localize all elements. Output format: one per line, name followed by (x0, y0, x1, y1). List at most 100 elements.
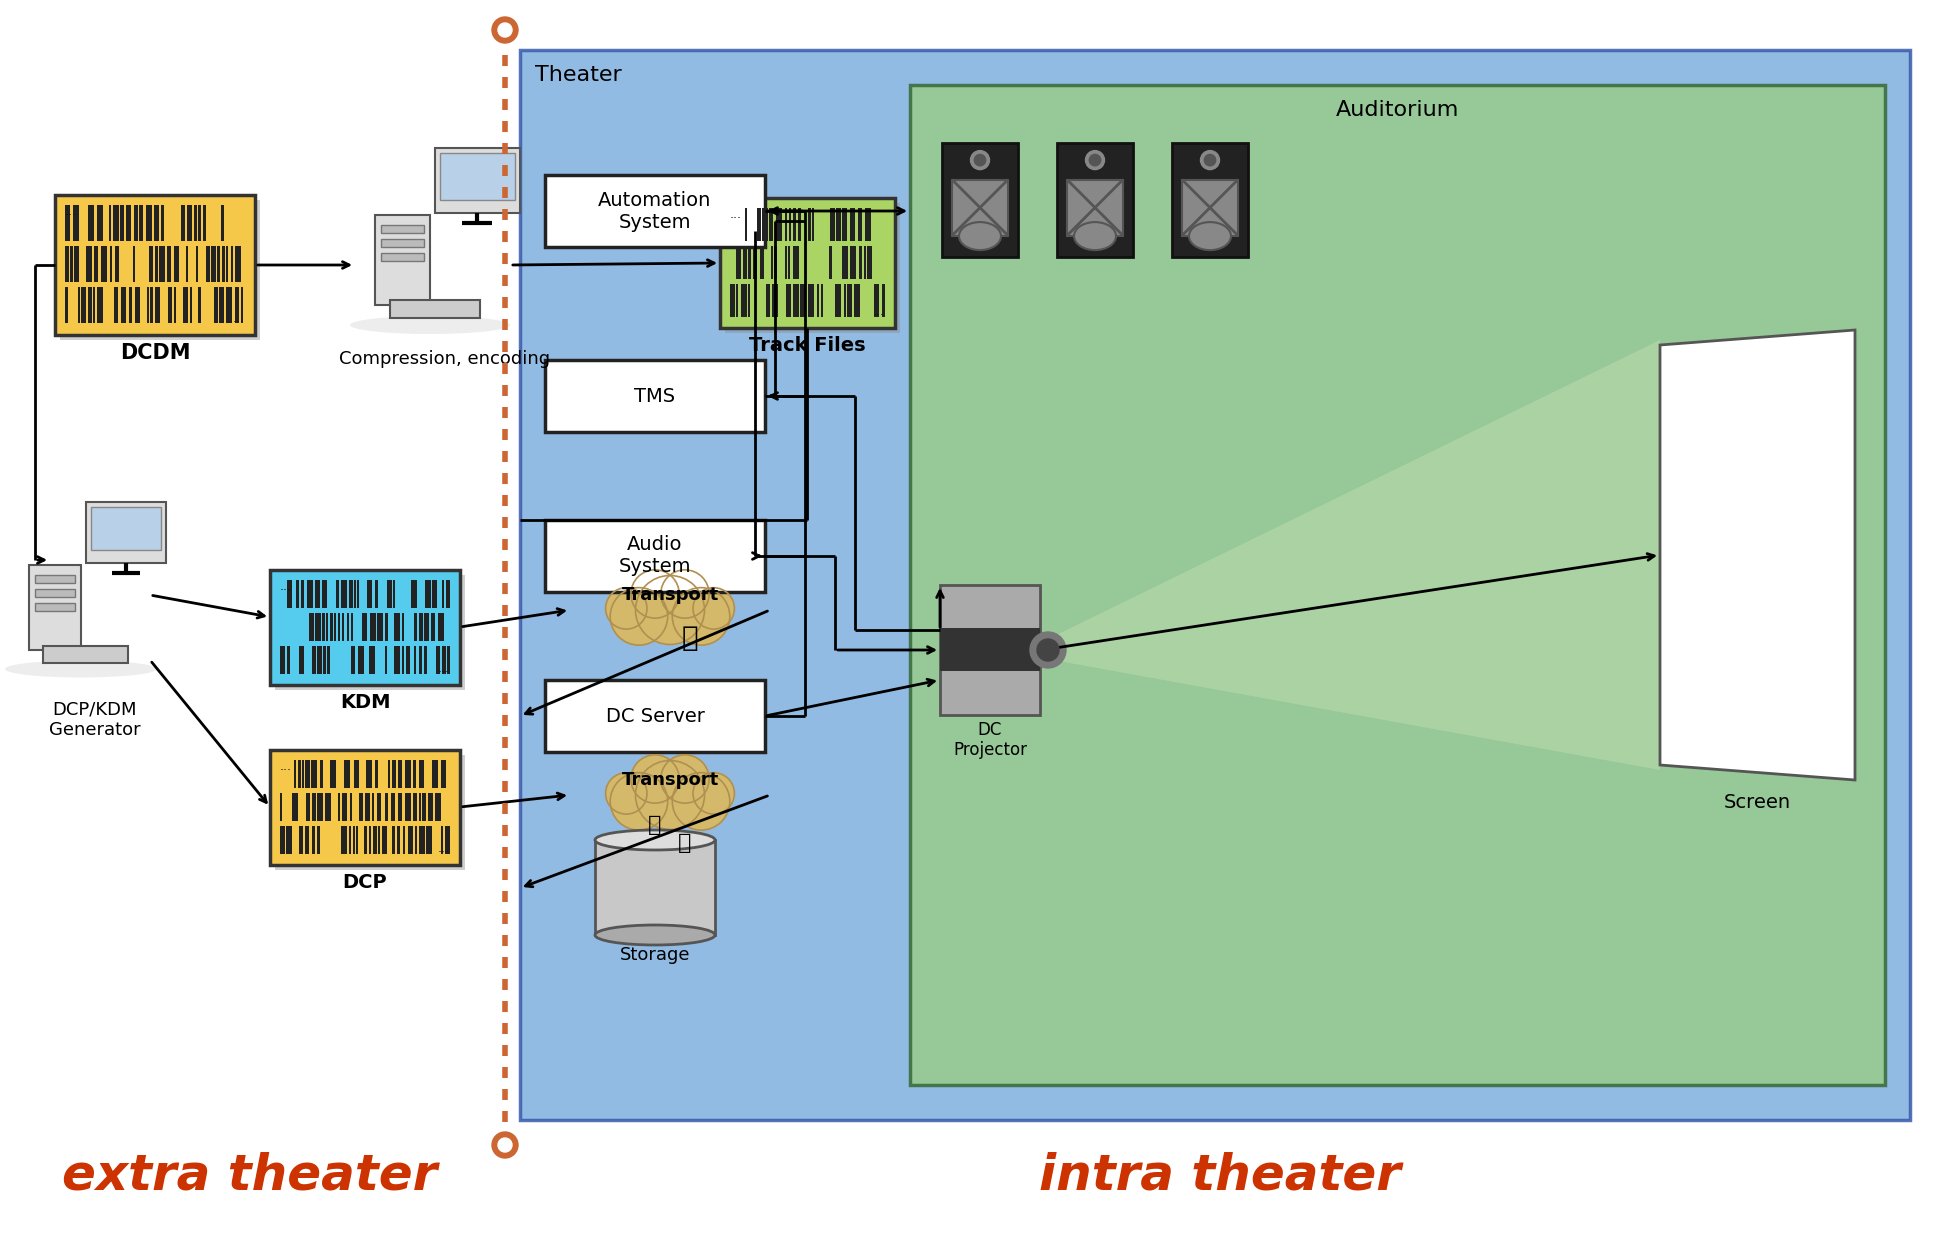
Bar (287, 579, 292, 608)
Bar (155, 246, 159, 282)
Bar (269, 750, 461, 865)
Bar (343, 793, 347, 821)
Bar (352, 826, 354, 854)
Bar (366, 793, 370, 821)
Polygon shape (1042, 339, 1659, 771)
Bar (370, 613, 376, 641)
Bar (281, 793, 283, 821)
Bar (385, 646, 387, 674)
Bar (281, 646, 285, 674)
Bar (745, 207, 747, 241)
Bar (381, 225, 424, 233)
Bar (159, 246, 165, 282)
Text: 🌐: 🌐 (678, 833, 691, 854)
Bar (794, 284, 800, 317)
Bar (842, 207, 848, 241)
Bar (318, 646, 321, 674)
Bar (410, 579, 416, 608)
Bar (197, 205, 201, 241)
Bar (412, 760, 416, 788)
Bar (356, 579, 358, 608)
Bar (298, 646, 304, 674)
Text: DCP/KDM
Generator: DCP/KDM Generator (48, 700, 141, 739)
Bar (399, 760, 403, 788)
Bar (786, 284, 792, 317)
Bar (194, 205, 197, 241)
Bar (854, 284, 860, 317)
Bar (312, 760, 318, 788)
Bar (294, 760, 296, 788)
Bar (85, 502, 166, 563)
Bar (327, 646, 329, 674)
Bar (364, 826, 368, 854)
Bar (776, 207, 782, 241)
Bar (74, 246, 79, 282)
Bar (296, 579, 298, 608)
Bar (374, 826, 378, 854)
Bar (376, 579, 378, 608)
Bar (831, 207, 834, 241)
Text: ...: ... (438, 842, 449, 855)
Bar (730, 284, 736, 317)
Bar (1057, 143, 1133, 256)
Bar (405, 793, 410, 821)
Bar (408, 826, 412, 854)
Bar (325, 793, 331, 821)
Bar (441, 579, 443, 608)
Bar (85, 246, 93, 282)
Bar (378, 793, 381, 821)
Bar (381, 253, 424, 261)
Bar (97, 287, 103, 323)
Bar (319, 760, 323, 788)
Bar (385, 793, 387, 821)
Bar (269, 569, 461, 685)
Bar (112, 205, 118, 241)
Circle shape (631, 569, 680, 618)
Circle shape (610, 588, 668, 645)
Bar (168, 287, 172, 323)
Bar (863, 246, 865, 279)
Circle shape (672, 773, 730, 830)
Ellipse shape (958, 222, 1001, 250)
Bar (139, 205, 143, 241)
Bar (341, 579, 347, 608)
Bar (93, 287, 95, 323)
Bar (418, 613, 422, 641)
Circle shape (1204, 155, 1216, 166)
Bar (325, 613, 327, 641)
Bar (432, 579, 438, 608)
Bar (149, 287, 153, 323)
Bar (302, 760, 304, 788)
Bar (422, 793, 426, 821)
Bar (426, 579, 432, 608)
Circle shape (1030, 632, 1067, 667)
Bar (350, 646, 354, 674)
Bar (441, 760, 445, 788)
Bar (155, 205, 159, 241)
Bar (817, 284, 819, 317)
Bar (35, 590, 76, 597)
Bar (794, 207, 796, 241)
Ellipse shape (1189, 222, 1231, 250)
Bar (432, 613, 436, 641)
Bar (211, 246, 217, 282)
Text: ...: ... (66, 205, 77, 217)
Bar (391, 760, 397, 788)
Bar (358, 646, 364, 674)
Bar (784, 246, 788, 279)
Bar (873, 284, 879, 317)
Bar (1183, 180, 1237, 235)
Bar (836, 207, 840, 241)
Circle shape (635, 760, 705, 830)
Bar (196, 246, 197, 282)
Bar (724, 202, 900, 333)
Bar (439, 153, 515, 200)
Bar (546, 520, 765, 592)
Circle shape (1086, 151, 1105, 170)
Bar (761, 246, 765, 279)
Bar (418, 760, 424, 788)
Text: Compression, encoding: Compression, encoding (339, 349, 550, 368)
Bar (188, 205, 192, 241)
Bar (378, 826, 379, 854)
Bar (300, 579, 304, 608)
